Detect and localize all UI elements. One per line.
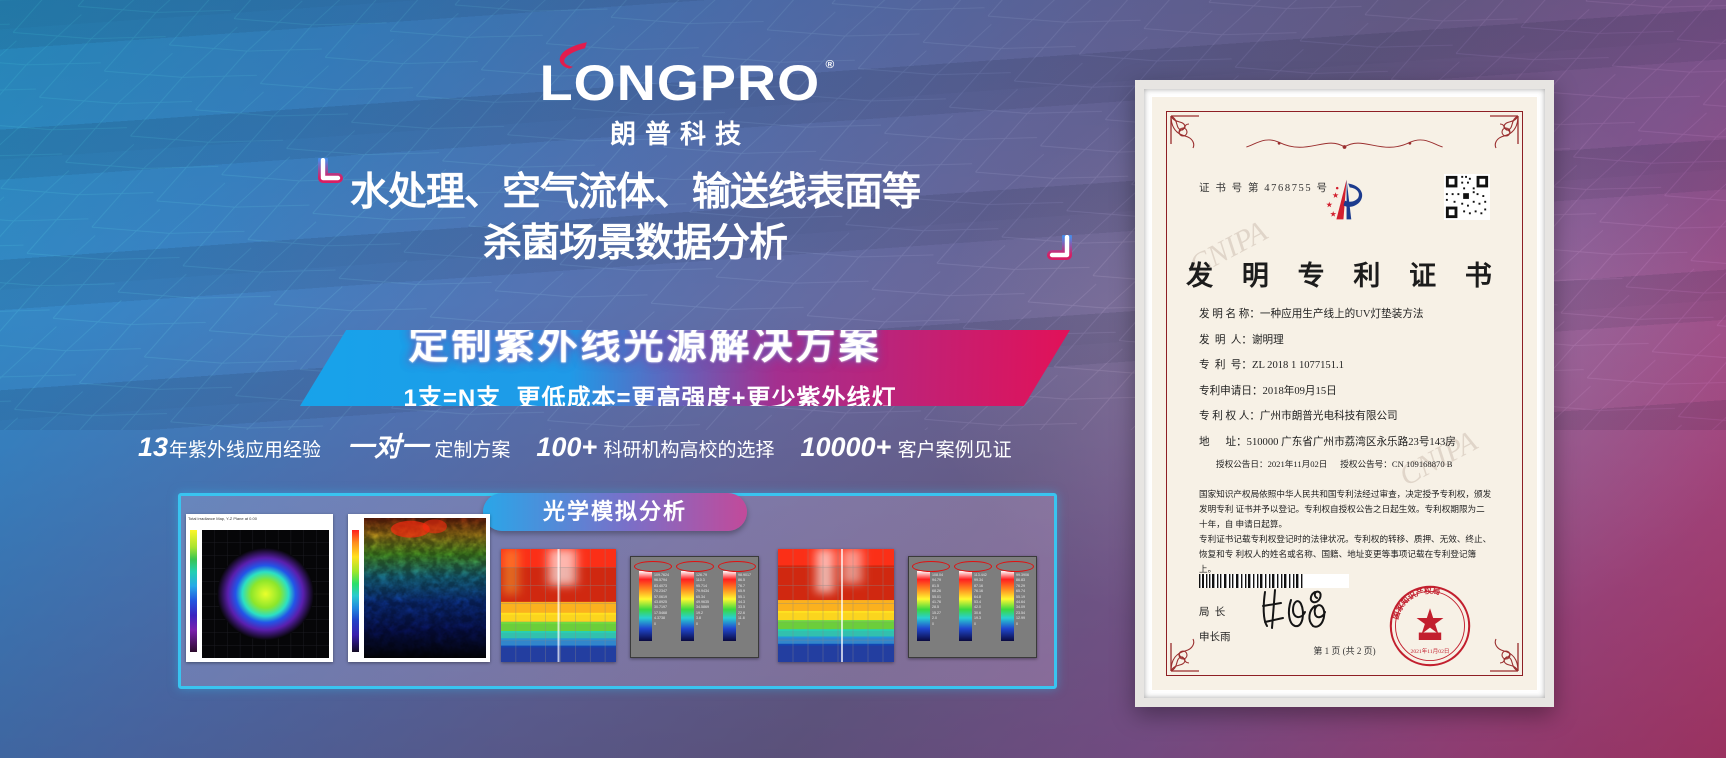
svg-text:国家知识产权局: 国家知识产权局 — [1390, 585, 1441, 620]
